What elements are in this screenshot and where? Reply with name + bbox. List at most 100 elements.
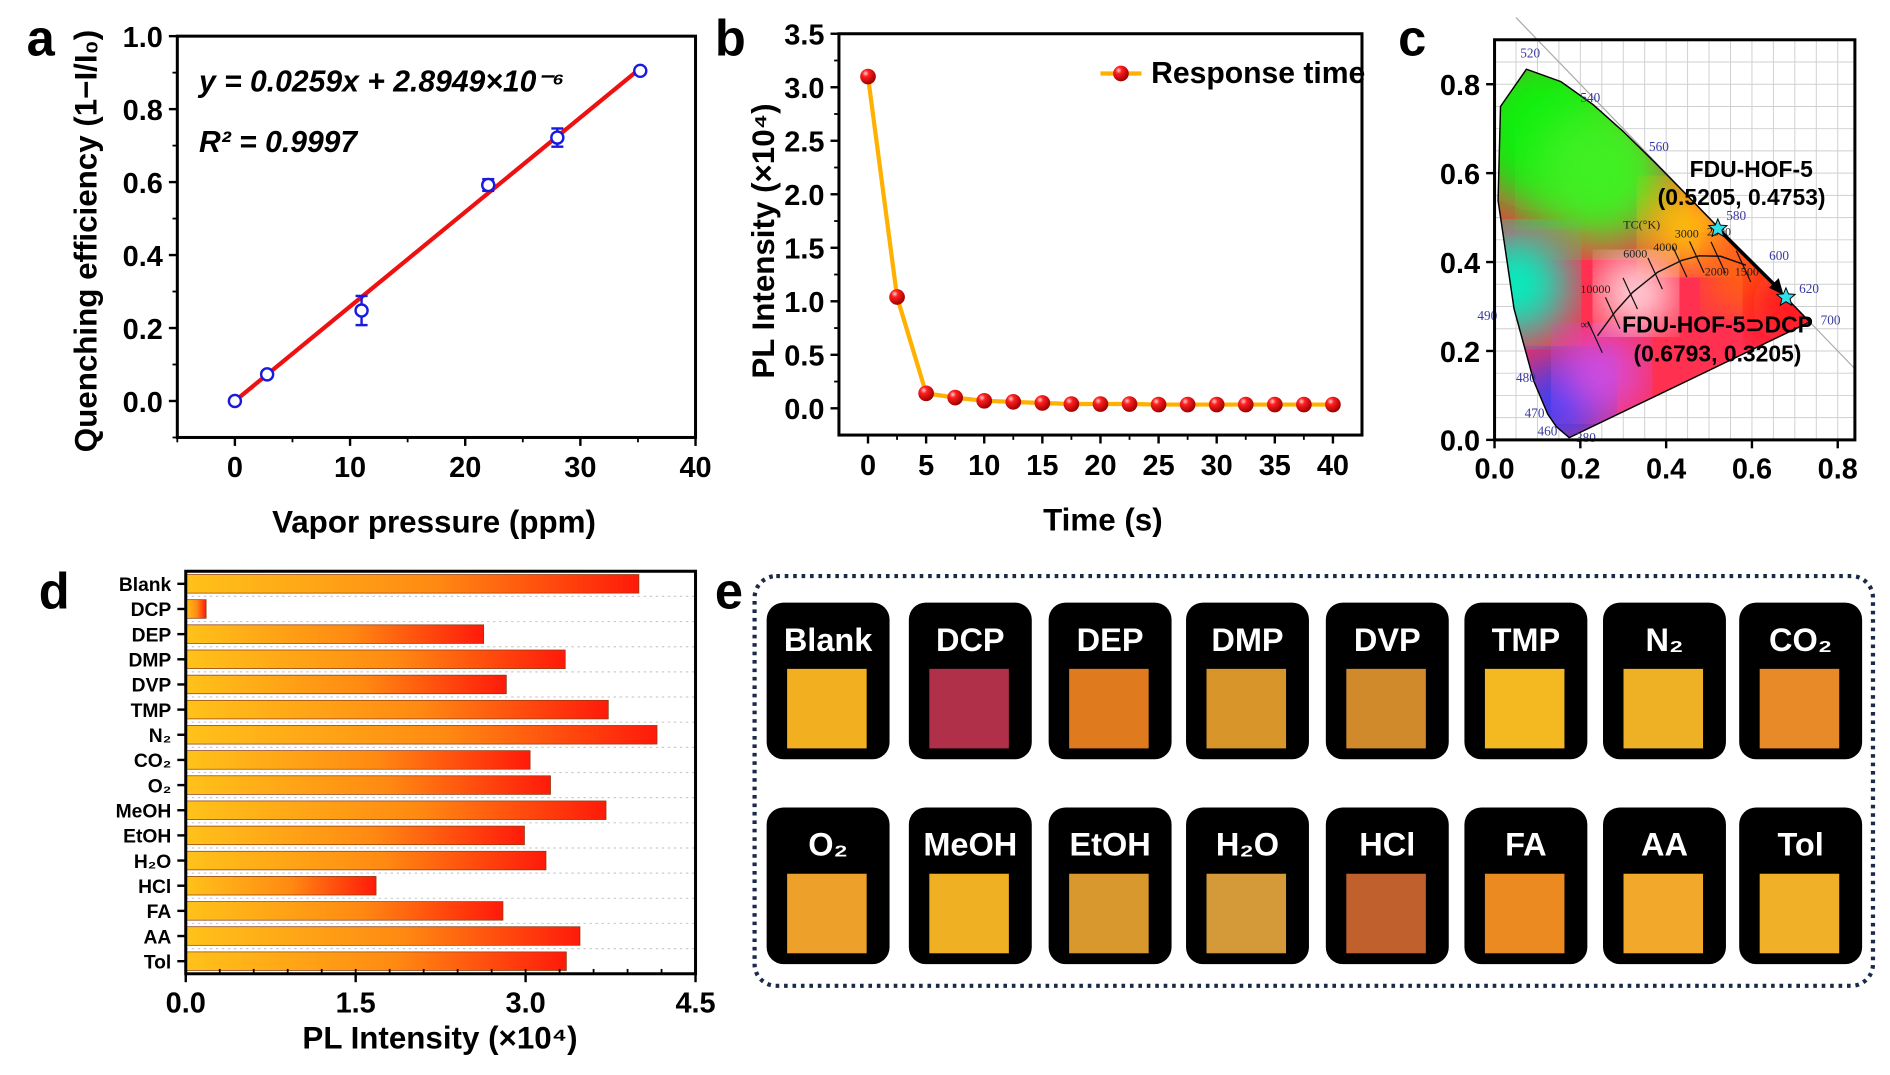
sample-tile: H₂O [1186,807,1309,965]
x-axis-title: Vapor pressure (ppm) [272,505,596,540]
x-axis-title: PL Intensity (×10⁴) [302,1020,577,1055]
wavelength-label: 460 [1537,423,1557,438]
y-tick-label: 0.4 [1440,248,1480,280]
response-marker [1325,396,1341,413]
response-marker [1208,396,1225,413]
response-marker [1005,394,1022,410]
panel-b-response-time-chart: 0 5 10 15 20 25 30 35 40 0.0 0.5 1.0 1.5 2.0 2.5 3.0 3.5… [746,20,1365,538]
sample-film [1346,668,1426,749]
bar [185,599,207,619]
tile-label: DCP [936,622,1005,658]
panel-letter-a: a [27,9,56,66]
y-tick-label: 0.2 [123,314,163,346]
data-point [550,130,565,145]
sample-film [929,668,1009,749]
cie-color-blob [1498,230,1571,339]
bar [185,674,507,695]
response-marker [1034,395,1051,411]
y-axis-title: Quenching efficiency (1−I/I₀) [69,30,104,452]
response-marker [976,392,993,409]
panel-letter-d: d [39,563,70,620]
x-tick-label: 30 [564,452,596,484]
r-squared: R² = 0.9997 [199,126,358,159]
wavelength-label: 520 [1520,46,1540,61]
x-tick-label: 35 [1259,450,1291,482]
y-tick-label: 0.0 [1440,426,1480,458]
isotherm-line [1647,257,1663,290]
x-tick-label: 3.0 [506,987,546,1019]
x-tick-label: 0.8 [1818,453,1858,485]
x-tick-label: 15 [1026,450,1058,482]
x-tick-label: 40 [679,452,711,484]
response-marker [918,385,934,402]
sample-tile: N₂ [1603,602,1726,760]
plot-frame [184,569,698,976]
isotherm-line [1688,241,1705,273]
cct-label: 3000 [1675,227,1699,241]
category-label: HCl [138,877,171,898]
x-tick-label: 0.0 [166,987,206,1019]
y-tick-label: 2.0 [784,180,824,212]
bar [185,574,640,594]
y-tick-label: 3.5 [784,20,824,52]
panel-e-photo-grid: Blank DCP DEP DMP DVP TMP N₂ CO₂ O₂ MeOH EtOH H₂O HC… [752,573,1876,988]
isotherm-line [1710,241,1726,274]
y-tick-label: 0.8 [123,95,163,127]
plot-frame [837,32,1364,437]
wavelength-label: 470 [1525,406,1545,421]
sample-film [1759,668,1840,749]
category-label: Blank [119,575,172,596]
y-tick-label: 0.0 [784,394,824,426]
tile-label: Tol [1777,827,1823,863]
sample-film [1623,668,1704,749]
x-tick-label: 30 [1201,450,1233,482]
legend-marker [1113,65,1129,82]
tile-label: TMP [1492,622,1561,658]
sample-tile: Blank [766,602,890,760]
x-tick-label: 0 [860,450,876,482]
sample-tile: O₂ [766,807,890,965]
chromaticity-star [1707,217,1729,238]
point-label-fdu-hof-5-dcp: FDU-HOF-5⊃DCP [1622,312,1813,338]
bar [185,624,485,644]
point-label-fdu-hof-5: FDU-HOF-5 [1690,156,1814,182]
panel-c-cie-chart: 10000600040003000250020001500∞TC(°K)5205… [1440,17,1858,485]
x-tick-label: 0.4 [1646,453,1686,485]
cct-label: 6000 [1623,247,1647,261]
plot-frame [1493,38,1857,442]
response-marker [1092,396,1109,412]
data-point [259,367,275,382]
y-axis-title: PL Intensity (×10⁴) [746,103,781,378]
y-tick-label: 0.6 [1440,159,1480,191]
x-tick-label: 0.0 [1474,453,1514,485]
response-marker [1237,396,1254,413]
tile-label: EtOH [1069,827,1150,863]
y-tick-label: 3.0 [784,73,824,105]
y-tick-label: 0.2 [1440,337,1480,369]
response-marker [889,289,905,305]
cct-label: 4000 [1653,240,1677,254]
wavelength-label: 490 [1477,308,1497,323]
x-tick-label: 0.2 [1560,453,1600,485]
sample-tile: DEP [1048,602,1172,760]
tile-label: AA [1641,827,1688,863]
shift-arrow [1716,227,1783,293]
response-marker [1150,396,1167,413]
sample-film [929,873,1009,954]
cct-label: ∞ [1580,318,1589,332]
sample-tile: MeOH [908,807,1032,965]
y-tick-label: 1.5 [784,234,824,266]
category-label: DEP [132,625,172,646]
bar [185,800,607,820]
y-tick-label: 2.5 [784,127,824,159]
bar [185,926,581,946]
tile-label: DEP [1077,622,1144,658]
wavelength-label: 620 [1799,281,1819,296]
sample-film [787,668,867,749]
arrow-head [1769,278,1784,295]
category-label: TMP [131,701,172,722]
cct-label: 1500 [1735,264,1759,278]
category-label: DCP [131,600,172,621]
tile-label: DVP [1354,622,1421,658]
x-tick-label: 10 [968,450,1000,482]
